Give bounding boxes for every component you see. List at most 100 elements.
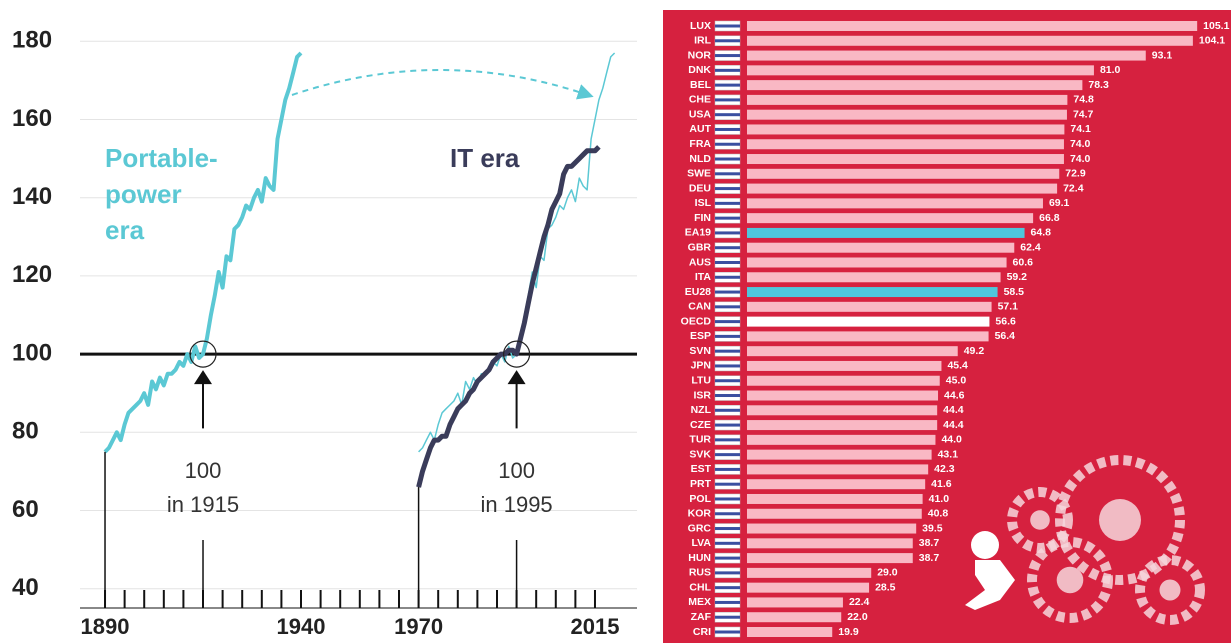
bar bbox=[747, 493, 923, 504]
y-tick-label: 140 bbox=[12, 183, 52, 210]
y-tick-label: JPN bbox=[691, 360, 711, 372]
flag bbox=[715, 408, 740, 412]
y-tick-label: PRT bbox=[690, 478, 712, 490]
y-tick-label: 80 bbox=[12, 418, 39, 445]
value-label: 74.7 bbox=[1073, 108, 1094, 120]
flag bbox=[715, 423, 740, 427]
highlight-circle bbox=[502, 340, 531, 368]
annotation: in 1915 bbox=[167, 492, 239, 517]
bar bbox=[747, 538, 913, 549]
bar bbox=[747, 154, 1064, 165]
y-tick-label: OECD bbox=[681, 315, 712, 327]
flag bbox=[715, 157, 740, 161]
y-tick-label: DEU bbox=[689, 182, 711, 194]
gear-decoration bbox=[1055, 455, 1185, 585]
flag bbox=[715, 467, 740, 471]
flag bbox=[715, 586, 740, 590]
y-tick-label: 180 bbox=[12, 27, 52, 54]
flag bbox=[715, 334, 740, 338]
y-tick-label: 120 bbox=[12, 261, 52, 288]
bar bbox=[747, 523, 917, 534]
shift-arrow bbox=[291, 69, 594, 100]
y-tick-label: LVA bbox=[692, 537, 712, 549]
annotation: power bbox=[105, 179, 182, 209]
bar bbox=[747, 612, 842, 623]
value-label: 22.4 bbox=[849, 596, 870, 608]
bar bbox=[747, 109, 1067, 120]
value-label: 74.0 bbox=[1070, 138, 1091, 150]
bar bbox=[747, 183, 1058, 194]
flag bbox=[715, 83, 740, 87]
bar bbox=[747, 316, 990, 327]
gear-decoration bbox=[1027, 537, 1113, 623]
value-label: 60.6 bbox=[1013, 256, 1034, 268]
value-label: 57.1 bbox=[998, 301, 1019, 313]
bar bbox=[747, 553, 913, 564]
bar bbox=[747, 124, 1065, 135]
bar bbox=[747, 390, 939, 401]
value-label: 44.0 bbox=[941, 434, 962, 446]
y-tick-label: ESP bbox=[690, 330, 711, 342]
value-label: 49.2 bbox=[964, 345, 985, 357]
value-label: 22.0 bbox=[847, 611, 868, 623]
y-tick-label: POL bbox=[689, 493, 711, 505]
value-label: 41.6 bbox=[931, 478, 952, 490]
flag bbox=[715, 556, 740, 560]
y-tick-label: SWE bbox=[687, 168, 711, 180]
y-tick-label: TUR bbox=[689, 434, 711, 446]
bar bbox=[747, 21, 1198, 31]
value-label: 44.4 bbox=[943, 404, 964, 416]
annotation: in 1995 bbox=[480, 492, 552, 517]
bar bbox=[747, 405, 938, 416]
flag bbox=[715, 364, 740, 368]
bar bbox=[747, 94, 1068, 105]
y-tick-label: BEL bbox=[690, 79, 712, 91]
value-label: 66.8 bbox=[1039, 212, 1060, 224]
flag bbox=[715, 527, 740, 531]
annotation: era bbox=[105, 215, 145, 245]
flag bbox=[715, 394, 740, 398]
gear-decoration bbox=[1056, 566, 1084, 594]
flag bbox=[715, 68, 740, 72]
figure-decoration bbox=[971, 531, 999, 559]
flag bbox=[715, 512, 740, 516]
bar bbox=[747, 449, 932, 460]
y-tick-label: CHL bbox=[689, 581, 711, 593]
flag bbox=[715, 187, 740, 191]
arrow-head bbox=[507, 370, 526, 385]
series-line bbox=[103, 51, 303, 454]
bar bbox=[747, 242, 1015, 253]
value-label: 45.0 bbox=[946, 375, 967, 387]
flag bbox=[715, 497, 740, 501]
value-label: 45.4 bbox=[947, 360, 968, 372]
bar bbox=[747, 50, 1146, 61]
annotation: 100 bbox=[498, 458, 535, 483]
y-tick-label: FRA bbox=[689, 138, 711, 150]
flag bbox=[715, 246, 740, 250]
y-tick-label: IRL bbox=[694, 35, 712, 47]
bar bbox=[747, 508, 922, 519]
flag bbox=[715, 438, 740, 442]
value-label: 44.4 bbox=[943, 419, 964, 431]
flag bbox=[715, 24, 740, 28]
bar bbox=[747, 420, 938, 431]
value-label: 58.5 bbox=[1004, 286, 1025, 298]
y-tick-label: LTU bbox=[691, 375, 711, 387]
x-tick-label: 1970 bbox=[394, 614, 443, 639]
value-label: 69.1 bbox=[1049, 197, 1070, 209]
flag bbox=[715, 260, 740, 264]
flag bbox=[715, 275, 740, 279]
flag bbox=[715, 54, 740, 58]
gear-decoration bbox=[1007, 487, 1073, 553]
y-tick-label: 60 bbox=[12, 496, 39, 523]
bar bbox=[747, 198, 1043, 209]
y-tick-label: 100 bbox=[12, 339, 52, 366]
y-tick-label: EA19 bbox=[685, 227, 711, 239]
flag bbox=[715, 172, 740, 176]
y-tick-label: LUX bbox=[690, 20, 711, 32]
flag bbox=[715, 113, 740, 117]
y-tick-label: EU28 bbox=[685, 286, 711, 298]
highlight-circle bbox=[189, 340, 217, 368]
y-tick-label: NOR bbox=[688, 49, 712, 61]
